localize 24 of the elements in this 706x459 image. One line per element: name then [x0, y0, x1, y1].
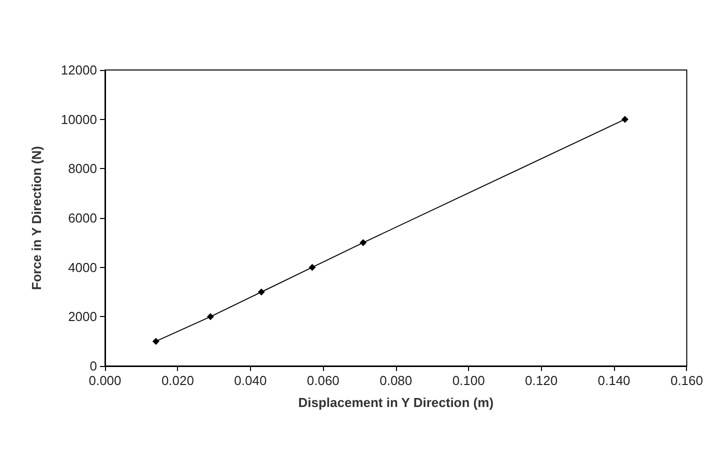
- y-tick-label: 12000: [60, 62, 97, 78]
- x-tick-label: 0.140: [598, 373, 630, 388]
- y-tick-label: 6000: [68, 210, 97, 226]
- y-tick-label: 10000: [60, 112, 97, 127]
- x-tick-label: 0.100: [452, 373, 485, 388]
- x-tick-label: 0.000: [88, 373, 122, 388]
- x-tick-label: 0.040: [234, 373, 267, 388]
- x-tick-label: 0.160: [670, 373, 704, 388]
- point: [621, 116, 628, 123]
- y-tick-label: 2000: [68, 309, 97, 324]
- y-axis-title: Force in Y Direction (N): [29, 146, 44, 290]
- x-tick-label: 0.120: [525, 373, 558, 388]
- y-tick-label: 0: [90, 358, 97, 374]
- point: [206, 313, 214, 320]
- x-tick-label: 0.080: [380, 373, 412, 388]
- point: [308, 264, 316, 271]
- x-axis-title: Displacement in Y Direction (m): [298, 395, 494, 410]
- y-tick-label: 8000: [68, 161, 97, 176]
- x-tick-label: 0.020: [161, 373, 194, 388]
- y-tick-label: 4000: [68, 260, 97, 275]
- point: [258, 288, 265, 296]
- point: [360, 239, 367, 246]
- x-tick-label: 0.060: [306, 373, 340, 388]
- point: [152, 338, 160, 345]
